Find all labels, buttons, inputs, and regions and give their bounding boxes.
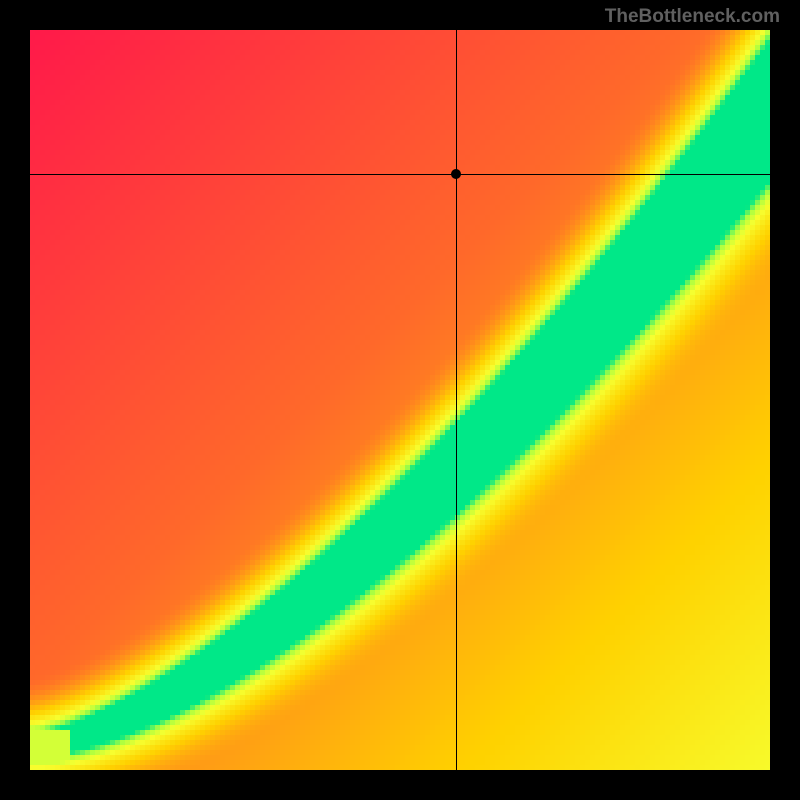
crosshair-horizontal bbox=[30, 174, 770, 175]
heatmap-canvas bbox=[30, 30, 770, 770]
heatmap-plot bbox=[30, 30, 770, 770]
crosshair-vertical bbox=[456, 30, 457, 770]
watermark-text: TheBottleneck.com bbox=[605, 6, 780, 28]
crosshair-marker bbox=[451, 169, 461, 179]
